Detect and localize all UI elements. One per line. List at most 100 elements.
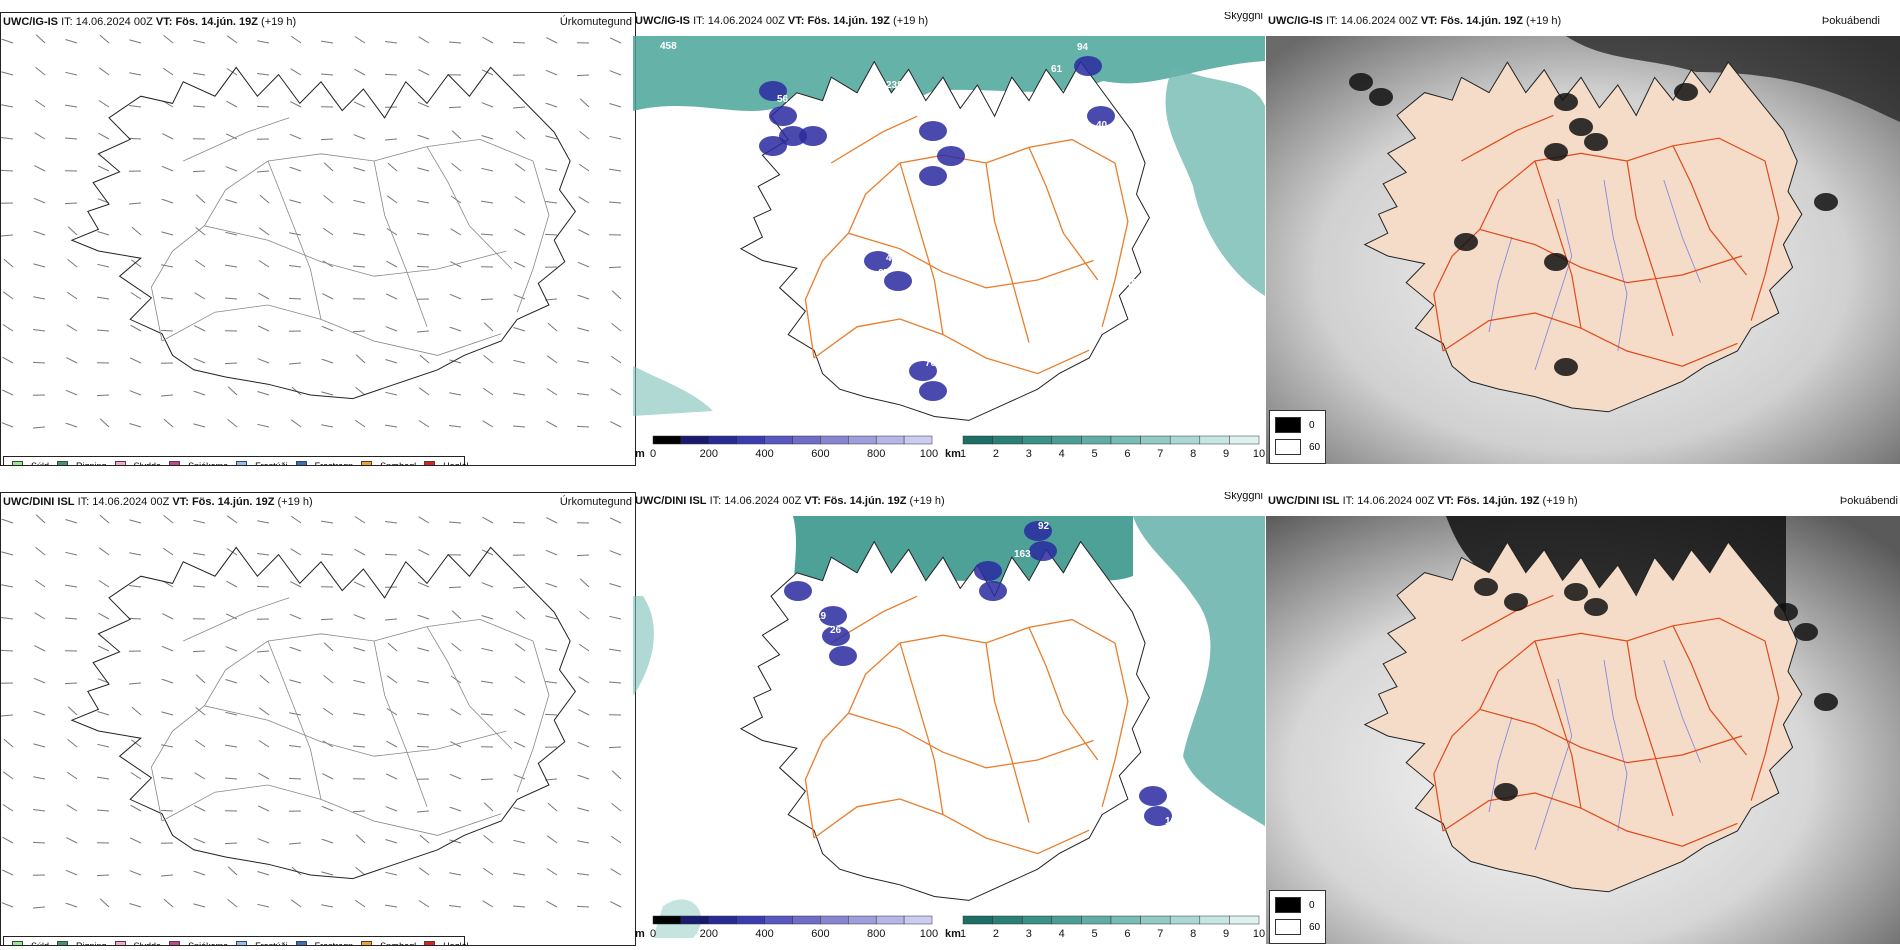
wind-barb [2,836,14,844]
wind-barb [320,138,334,141]
wind-barb [258,260,270,268]
legend-label: Súld [31,941,50,946]
wind-barb [224,362,238,365]
precip-type-map [1,34,622,429]
wind-barb [354,36,366,44]
wind-barb [448,41,462,44]
wind-barb [289,712,302,716]
wind-barb [226,548,238,556]
wind-barb [610,835,622,844]
wind-barb [192,585,206,588]
wind-barb [545,681,558,684]
wind-barb [449,293,462,300]
wind-barb [352,745,366,748]
wind-barb [3,258,14,268]
wind-barb [321,904,334,908]
wind-barb [576,554,590,557]
wind-barb [129,837,142,844]
wind-barb [131,706,142,716]
visibility-value-label: 230 [886,80,903,91]
wind-barb [98,100,110,108]
wind-barb [322,707,334,716]
wind-barb [129,519,142,524]
wind-barb [416,810,430,813]
wind-barb [449,773,462,780]
wind-barb [513,807,526,812]
wind-barb [163,418,174,428]
precip-legend-item: Frostúði [236,460,288,465]
wind-barb [449,425,462,428]
legend-swatch [1275,919,1301,935]
colorbar-tick-label: 0 [650,928,656,940]
legend-label: Frostúði [255,941,288,946]
wind-barb [417,134,430,140]
panel-field-name: Skyggni [1223,492,1263,502]
legend-label: Frostregn [314,461,354,466]
wind-barb [2,324,14,332]
wind-barb [129,72,142,76]
wind-barb [579,578,590,588]
wind-barb [131,226,142,236]
visibility-value-label: 87 [828,591,840,602]
wind-barb [577,840,590,844]
wind-barb [418,516,430,524]
colorbar-segment [708,435,737,445]
wind-barb [545,69,558,76]
wind-barb [225,711,238,716]
wind-barb [609,583,622,588]
wind-barb [384,73,398,76]
wind-barb [64,137,78,140]
wind-barb [483,802,494,812]
wind-barb [194,325,206,332]
wind-barb [129,39,142,44]
wind-barb [419,867,430,876]
wind-barb [193,39,206,44]
wind-barb [225,679,238,684]
wind-barb [226,100,238,108]
legend-label: 60 [1309,921,1321,933]
wind-barb [130,292,142,300]
wind-barb [128,202,142,205]
wind-barb [129,357,142,364]
wind-barb [289,745,302,748]
wind-barb [417,680,430,684]
wind-barb [384,618,398,621]
legend-swatch [169,460,181,465]
wind-barb [385,391,398,396]
wind-barb [579,131,590,140]
wind-barb [611,770,622,780]
wind-barb [35,514,46,524]
colorbar-segment [736,435,765,445]
wind-barb [65,551,78,556]
wind-barb [544,233,558,236]
wind-barb [480,713,494,716]
wind-barb [65,869,78,876]
visibility-value-label: 26 [830,625,842,636]
wind-barb [545,582,558,588]
visibility-value-label: 61 [1010,569,1022,580]
wind-barb [67,739,78,748]
wind-barb [129,870,142,876]
wind-barb [545,201,558,204]
wind-barb [385,839,398,844]
legend-swatch [114,460,126,465]
colorbar-segment [903,915,933,925]
wind-barb [34,165,46,172]
fog-legend-item: 60 [1275,919,1325,935]
colorbar-tick-label: 5 [1092,928,1098,940]
fog-legend: 0 60 [1269,410,1326,464]
colorbar-tick-label: 4 [1059,928,1065,940]
legend-label: Súld [31,461,50,466]
wind-barb [544,778,558,781]
wind-barb [194,739,206,748]
wind-barb [546,517,558,524]
wind-barb [512,905,526,908]
wind-barb [1,902,14,908]
wind-barb [1,234,14,237]
colorbar-segment [764,435,793,445]
wind-barb [545,168,558,172]
precip-legend-item: Snjókoma [169,460,228,465]
wind-barb [417,713,430,716]
wind-barb [225,646,238,652]
